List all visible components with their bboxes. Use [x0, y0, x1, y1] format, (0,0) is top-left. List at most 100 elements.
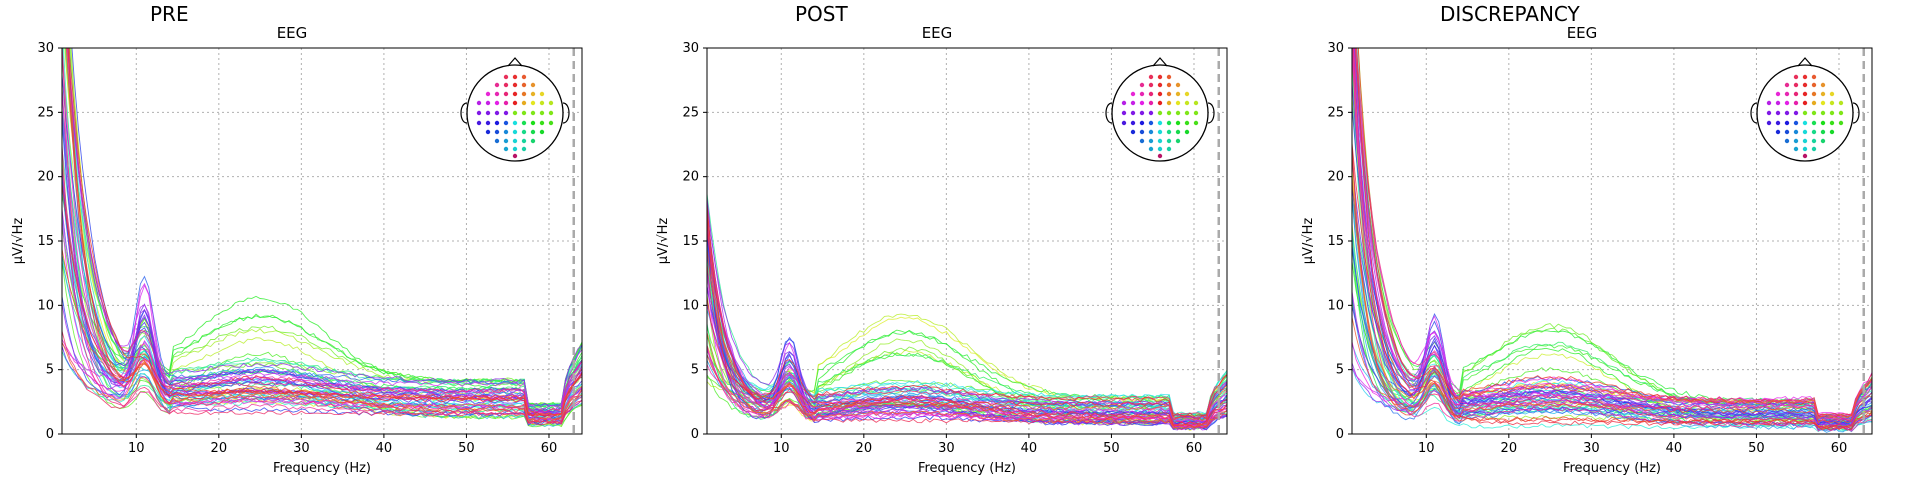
channel-line — [67, 48, 582, 413]
sensor-dot — [1811, 100, 1817, 106]
sensor-dot — [1784, 129, 1790, 135]
sensor-dot — [530, 82, 536, 88]
sensor-dot — [485, 129, 491, 135]
sensor-dot — [1121, 100, 1127, 106]
x-tick-label: 40 — [1021, 441, 1038, 456]
sensor-dot — [1130, 110, 1136, 116]
y-tick-label: 10 — [1327, 298, 1344, 313]
channel-line — [62, 194, 582, 408]
sensor-dot — [1802, 153, 1808, 159]
sensor-dot — [521, 146, 527, 152]
channel-line — [1352, 48, 1872, 432]
sensor-dot — [1802, 129, 1808, 135]
y-tick-label: 0 — [46, 427, 54, 442]
sensor-dot — [1784, 138, 1790, 144]
sensor-dot — [1811, 146, 1817, 152]
x-axis-label: Frequency (Hz) — [918, 461, 1016, 476]
y-tick-label: 30 — [37, 41, 54, 56]
sensor-dot — [1802, 146, 1808, 152]
sensor-dot — [1130, 91, 1136, 97]
sensor-dot — [1130, 129, 1136, 135]
channel-line — [62, 330, 582, 426]
sensor-dot — [1811, 82, 1817, 88]
sensor-dot — [1802, 120, 1808, 126]
sensor-dot — [1139, 120, 1145, 126]
y-axis-label: µV/√Hz — [11, 218, 26, 265]
sensor-dot — [1802, 100, 1808, 106]
x-tick-label: 10 — [1418, 441, 1435, 456]
sensor-dot — [1157, 100, 1163, 106]
sensor-dot — [476, 110, 482, 116]
y-axis-label: µV/√Hz — [656, 218, 671, 265]
x-tick-label: 30 — [1583, 441, 1600, 456]
y-tick-label: 10 — [37, 298, 54, 313]
channel-line — [707, 297, 1227, 418]
sensor-dot — [1166, 138, 1172, 144]
psd-panel-post: POST EEG 10 20 30 40 50 60 0 5 10 15 20 25 30 Frequency… — [645, 0, 1285, 480]
sensor-dot — [1184, 100, 1190, 106]
x-tick-label: 60 — [541, 441, 558, 456]
sensor-dot — [1820, 100, 1826, 106]
channel-line — [67, 48, 582, 408]
y-tick-label: 5 — [46, 363, 54, 378]
x-tick-label: 50 — [1103, 441, 1120, 456]
sensor-dot — [485, 110, 491, 116]
sensor-dot — [1175, 100, 1181, 106]
psd-lines — [1352, 48, 1872, 433]
channel-line — [62, 119, 582, 421]
sensor-head-inset — [460, 57, 570, 162]
sensor-dot — [494, 120, 500, 126]
sensor-dot — [1820, 91, 1826, 97]
sensor-dot — [539, 129, 545, 135]
sensor-dot — [530, 100, 536, 106]
x-tick-label: 10 — [128, 441, 145, 456]
sensor-dot — [539, 110, 545, 116]
y-tick-label: 5 — [691, 363, 699, 378]
sensor-dot — [503, 100, 509, 106]
channel-line — [71, 48, 582, 426]
sensor-dot — [1157, 138, 1163, 144]
psd-plot: EEG 10 20 30 40 50 60 0 5 10 15 20 25 30 Frequency (Hz… — [1301, 24, 1873, 476]
sensor-dot — [1820, 138, 1826, 144]
sensor-dot — [1157, 91, 1163, 97]
y-tick-label: 15 — [682, 234, 699, 249]
sensor-dot — [1175, 91, 1181, 97]
sensor-dot — [1793, 100, 1799, 106]
sensor-dot — [530, 120, 536, 126]
sensor-dot — [1157, 82, 1163, 88]
channel-line — [1352, 50, 1872, 431]
sensor-dot — [1802, 82, 1808, 88]
sensor-dot — [1193, 110, 1199, 116]
sensor-dot — [1148, 82, 1154, 88]
sensor-dot — [503, 82, 509, 88]
sensor-dot — [1139, 138, 1145, 144]
sensor-dot — [1157, 74, 1163, 80]
sensor-dot — [1784, 91, 1790, 97]
y-tick-label: 30 — [1327, 41, 1344, 56]
sensor-dot — [494, 91, 500, 97]
channel-line — [707, 212, 1227, 430]
channel-line — [707, 354, 1227, 428]
sensor-dot — [1148, 91, 1154, 97]
sensor-dot — [494, 110, 500, 116]
plot-title: EEG — [277, 24, 308, 42]
sensor-dot — [1184, 129, 1190, 135]
sensor-dot — [1139, 91, 1145, 97]
y-tick-label: 10 — [682, 298, 699, 313]
sensor-dot — [1811, 120, 1817, 126]
sensor-dot — [1139, 110, 1145, 116]
sensor-dot — [503, 74, 509, 80]
sensor-dot — [1139, 100, 1145, 106]
sensor-dot — [1148, 100, 1154, 106]
panel-title: POST — [795, 2, 848, 26]
y-tick-label: 25 — [682, 105, 699, 120]
sensor-dot — [548, 110, 554, 116]
sensor-dot — [1820, 129, 1826, 135]
y-tick-label: 5 — [1336, 363, 1344, 378]
sensor-dot — [1766, 120, 1772, 126]
sensor-dot — [1166, 120, 1172, 126]
sensor-dot — [1175, 129, 1181, 135]
sensor-head-inset — [1105, 57, 1215, 162]
sensor-dot — [512, 129, 518, 135]
channel-line — [62, 178, 582, 408]
